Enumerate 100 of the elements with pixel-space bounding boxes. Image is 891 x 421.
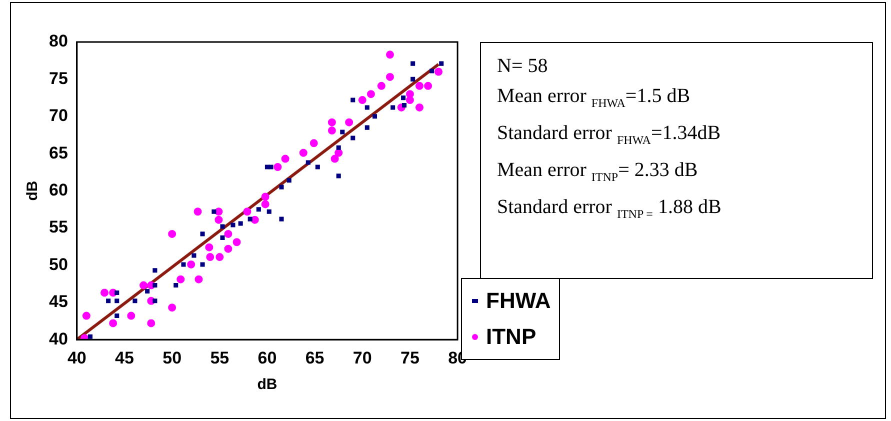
- point: [212, 209, 216, 214]
- point: [145, 288, 150, 294]
- point: [174, 283, 178, 288]
- point: [366, 90, 375, 98]
- point: [214, 216, 223, 224]
- y-tick-label: 50: [48, 254, 68, 274]
- point: [264, 164, 270, 170]
- point: [127, 312, 136, 320]
- point: [261, 192, 270, 201]
- y-tick-label: 60: [48, 180, 68, 200]
- point: [216, 253, 224, 262]
- point: [328, 118, 336, 126]
- point: [358, 96, 366, 104]
- y-tick-label: 45: [48, 292, 68, 312]
- text: N= 58: [497, 54, 549, 79]
- point: [200, 232, 205, 236]
- point: [345, 118, 354, 126]
- point: [410, 76, 416, 82]
- y-tick-label: 75: [48, 68, 68, 88]
- x-tick-label: 60: [258, 348, 277, 368]
- point: [140, 281, 148, 290]
- point: [424, 82, 432, 90]
- point: [299, 148, 308, 157]
- point: [402, 102, 407, 108]
- point: [109, 319, 118, 328]
- text: Mean error $_{ITNP}$= 2.33 dB: [497, 158, 699, 186]
- point: [152, 283, 158, 288]
- text: Mean error $_{FHWA}$=1.5 dB: [497, 84, 692, 112]
- point: [336, 145, 341, 150]
- point: [390, 105, 396, 110]
- point: [200, 262, 205, 267]
- point: [281, 154, 290, 163]
- point: [406, 96, 414, 104]
- point: [220, 224, 225, 229]
- x-tick-label: 45: [115, 348, 134, 368]
- point: [206, 253, 214, 262]
- x-tick-label: 55: [210, 348, 230, 368]
- point: [106, 298, 111, 304]
- point: [82, 312, 90, 320]
- point: [114, 298, 120, 304]
- point: [386, 72, 394, 81]
- x-tick-label: 50: [162, 348, 182, 368]
- point: [279, 184, 284, 190]
- point: [386, 50, 394, 59]
- point: [340, 130, 345, 134]
- point: [187, 260, 196, 268]
- point: [328, 126, 336, 135]
- point: [274, 162, 282, 171]
- point: [205, 243, 214, 252]
- point: [350, 136, 356, 140]
- point: [310, 139, 318, 148]
- point: [88, 334, 92, 339]
- point: [256, 207, 261, 212]
- point: [152, 298, 158, 304]
- point: [439, 61, 444, 66]
- point: [279, 216, 284, 222]
- point: [100, 288, 109, 297]
- point: [306, 160, 310, 165]
- point: [261, 200, 270, 208]
- point: [315, 164, 320, 170]
- point: [248, 216, 252, 222]
- point: [334, 148, 343, 157]
- point: [168, 230, 176, 238]
- point: [434, 68, 443, 76]
- point: [80, 334, 89, 340]
- y-axis-title: dB: [24, 180, 42, 201]
- legend-label: ITNP: [485, 323, 538, 351]
- point: [377, 82, 386, 90]
- point: [192, 253, 196, 258]
- point: [152, 268, 158, 273]
- x-tick-label: 70: [352, 348, 372, 368]
- point: [168, 304, 176, 312]
- point: [364, 105, 370, 110]
- x-tick-label: 40: [67, 348, 86, 368]
- legend-label: FHWA: [485, 287, 551, 315]
- point: [364, 125, 370, 130]
- point: [350, 98, 356, 102]
- point: [194, 208, 202, 216]
- point: [176, 275, 185, 284]
- point: [336, 174, 341, 178]
- point: [194, 275, 203, 284]
- point: [214, 208, 223, 216]
- point: [132, 298, 138, 304]
- point: [114, 314, 120, 318]
- point: [181, 262, 186, 267]
- point: [243, 208, 252, 216]
- point: [147, 319, 156, 328]
- point: [224, 230, 232, 238]
- point: [266, 209, 272, 214]
- point: [286, 178, 292, 183]
- point: [232, 238, 241, 246]
- x-tick-label: 65: [305, 348, 324, 368]
- point: [410, 61, 416, 66]
- point: [330, 154, 339, 163]
- y-tick-label: 55: [48, 218, 68, 237]
- y-tick-label: 80: [48, 32, 68, 51]
- x-tick-label: 75: [400, 348, 420, 368]
- point: [238, 221, 243, 226]
- point: [268, 164, 274, 170]
- point: [220, 235, 225, 240]
